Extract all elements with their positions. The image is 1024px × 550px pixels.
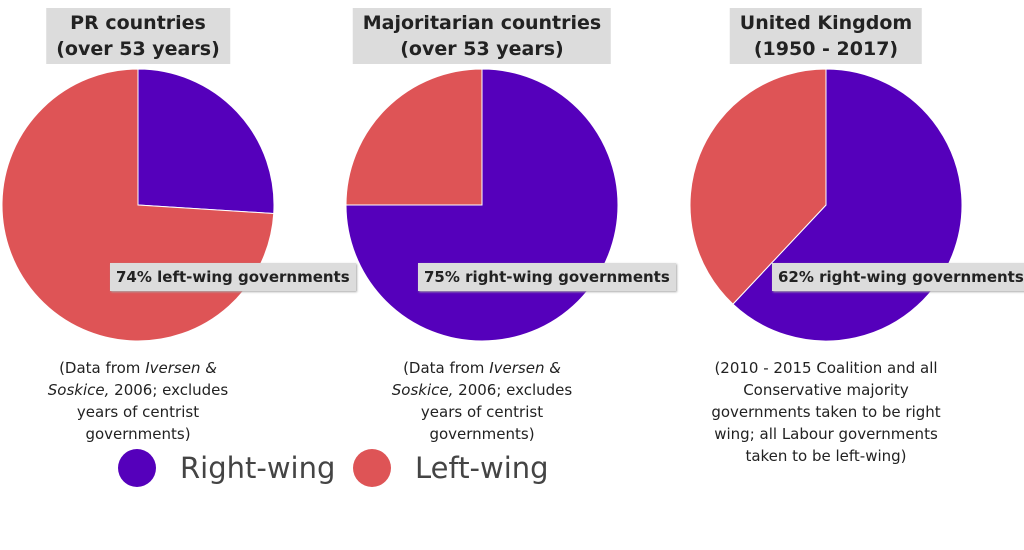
note-text: (Data from bbox=[59, 359, 146, 377]
note: (Data from Iversen & Soskice, 2006; excl… bbox=[28, 357, 248, 445]
legend-marker bbox=[353, 449, 391, 487]
chart-title-box: PR countries (over 53 years) bbox=[46, 8, 230, 64]
chart-subtitle: (over 53 years) bbox=[56, 38, 220, 60]
note-text: Iversen & Soskice, bbox=[391, 359, 561, 399]
legend-marker bbox=[118, 449, 156, 487]
note-text: 2006; excludes years of centrist governm… bbox=[76, 381, 229, 443]
chart-title-box: Majoritarian countries (over 53 years) bbox=[352, 8, 612, 64]
chart-subtitle: (1950 - 2017) bbox=[753, 38, 899, 60]
legend-label: Right-wing bbox=[180, 451, 336, 485]
chart-subtitle: (over 53 years) bbox=[400, 38, 564, 60]
note: (2010 - 2015 Coalition and all Conservat… bbox=[706, 357, 946, 467]
chart-title: PR countries bbox=[70, 12, 206, 34]
note: (Data from Iversen & Soskice, 2006; excl… bbox=[372, 357, 592, 445]
chart-title: Majoritarian countries bbox=[362, 12, 602, 34]
legend-label: Left-wing bbox=[415, 451, 549, 485]
chart-title: United Kingdom bbox=[739, 12, 913, 34]
chart-title-box: United Kingdom (1950 - 2017) bbox=[729, 8, 923, 64]
note-text: Iversen & Soskice, bbox=[47, 359, 217, 399]
note-text: 2006; excludes years of centrist governm… bbox=[420, 381, 573, 443]
pie-slice bbox=[137, 68, 275, 215]
annotation: 62% right-wing governments bbox=[772, 263, 1024, 291]
pie-slice bbox=[689, 68, 827, 305]
note-text: (Data from bbox=[403, 359, 490, 377]
pie-slice bbox=[345, 68, 483, 206]
annotation: 74% left-wing governments bbox=[110, 263, 356, 291]
note-text: (2010 - 2015 Coalition and all Conservat… bbox=[711, 359, 941, 465]
annotation: 75% right-wing governments bbox=[418, 263, 676, 291]
